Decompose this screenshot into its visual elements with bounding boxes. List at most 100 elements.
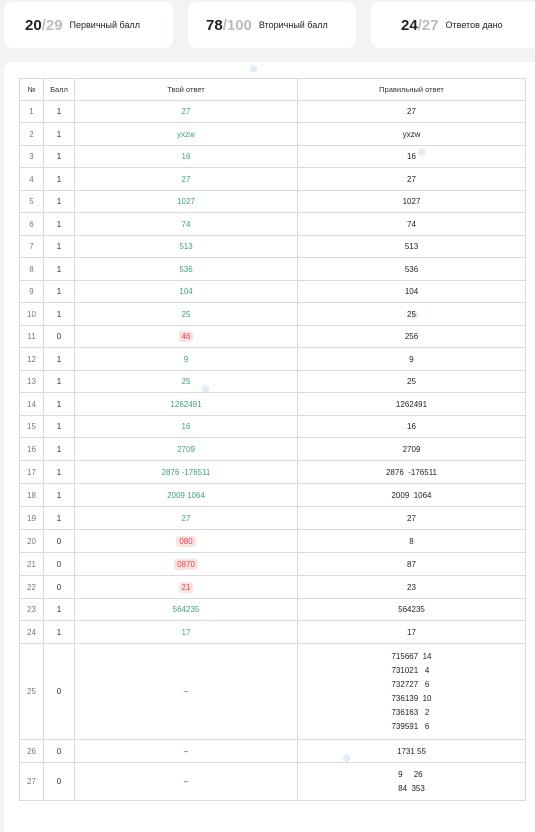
task-score: 1 — [43, 100, 75, 123]
correct-answer: 513 — [404, 242, 419, 251]
secondary-score-max: /100 — [222, 16, 252, 34]
secondary-score-label: Вторичный балл — [258, 20, 328, 30]
task-number: 27 — [19, 762, 44, 801]
task-number: 14 — [19, 392, 44, 416]
task-score: 0 — [43, 529, 75, 553]
table-row: 11 0 46 256 — [19, 325, 526, 348]
primary-score-max: /29 — [41, 16, 63, 34]
correct-answer-cell: 564235 — [297, 598, 526, 621]
correct-answer: 25 — [407, 377, 416, 386]
correct-answer-cell: 17 — [297, 620, 526, 644]
task-number: 4 — [19, 167, 44, 191]
task-score: 1 — [43, 437, 75, 461]
correct-answer-cell: 1731 55 — [297, 739, 526, 763]
task-score: 1 — [43, 392, 75, 416]
correct-answer-cell: 87 — [297, 552, 526, 576]
table-row: 9 1 104 104 — [19, 280, 526, 303]
task-number: 22 — [19, 575, 44, 599]
answers-given-max: /27 — [417, 16, 439, 34]
correct-answer-line: 84 353 — [398, 783, 425, 793]
correct-answer-cell: 1262491 — [297, 392, 526, 416]
task-number: 3 — [19, 145, 44, 168]
task-score: 1 — [43, 122, 75, 146]
your-answer: 16 — [181, 152, 191, 161]
table-row: 16 1 2709 2709 — [19, 437, 526, 461]
task-number: 18 — [19, 483, 44, 507]
table-row: 22 0 21 23 — [19, 575, 526, 599]
your-answer: 25 — [181, 309, 191, 319]
your-answer: 27 — [181, 513, 191, 523]
task-score: 1 — [43, 483, 75, 507]
your-answer-cell: 16 — [74, 145, 298, 168]
task-number: 24 — [19, 620, 44, 644]
your-answer-cell: 1262491 — [74, 392, 298, 416]
your-answer-cell: 27 — [74, 506, 298, 530]
task-number: 6 — [19, 212, 44, 236]
your-answer-cell: 21 — [74, 575, 298, 599]
your-answer: – — [183, 746, 189, 756]
table-row: 23 1 564235 564235 — [19, 598, 526, 621]
table-row: 8 1 536 536 — [19, 257, 526, 281]
table-row: 21 0 0870 87 — [19, 552, 526, 576]
your-answer: 2876 -176511 — [161, 467, 211, 477]
primary-score-card: 20/29 Первичный балл — [4, 2, 173, 48]
task-number: 23 — [19, 598, 44, 621]
correct-answer: 2709 — [402, 444, 421, 454]
header-score: Балл — [43, 78, 75, 101]
task-score: 1 — [43, 302, 75, 326]
your-answer-cell: 2709 — [74, 437, 298, 461]
your-answer-cell: 2009 1064 — [74, 483, 298, 507]
table-row: 12 1 9 9 — [19, 347, 526, 371]
task-score: 1 — [43, 347, 75, 371]
results-table: № Балл Твой ответ Правильный ответ 1 1 27 2… — [19, 78, 526, 801]
answers-given-label: Ответов дано — [445, 20, 503, 30]
your-answer-cell: 27 — [74, 100, 298, 123]
your-answer-cell: 25 — [74, 370, 298, 393]
your-answer: 46 — [178, 331, 194, 342]
correct-answer-line: 736163 2 — [391, 707, 430, 717]
correct-answer-cell: 16 — [297, 145, 526, 168]
correct-answer: 8 — [409, 536, 414, 546]
correct-answer: 74 — [407, 219, 416, 229]
your-answer: 104 — [179, 287, 193, 296]
your-answer: 21 — [178, 581, 194, 593]
correct-answer-cell: 256 — [297, 325, 526, 348]
your-answer: 080 — [176, 535, 196, 547]
secondary-score-card: 78/100 Вторичный балл — [188, 2, 356, 48]
task-score: 1 — [43, 145, 75, 168]
table-row: 7 1 513 513 — [19, 235, 526, 258]
table-row: 24 1 17 17 — [19, 620, 526, 644]
correct-answer: 23 — [407, 582, 416, 592]
task-score: 0 — [43, 739, 75, 763]
your-answer-cell: – — [74, 643, 298, 740]
task-number: 15 — [19, 415, 44, 438]
table-row: 5 1 1027 1027 — [19, 190, 526, 213]
correct-answer: 27 — [407, 174, 416, 184]
correct-answer: 256 — [404, 332, 419, 341]
task-number: 19 — [19, 506, 44, 530]
task-number: 9 — [19, 280, 44, 303]
task-score: 1 — [43, 415, 75, 438]
your-answer-cell: 513 — [74, 235, 298, 258]
task-number: 21 — [19, 552, 44, 576]
correct-answer: 1262491 — [395, 399, 428, 409]
table-row: 1 1 27 27 — [19, 100, 526, 123]
correct-answer: 27 — [407, 513, 416, 523]
task-number: 20 — [19, 529, 44, 553]
table-row: 18 1 2009 1064 2009 1064 — [19, 483, 526, 507]
task-score: 1 — [43, 167, 75, 191]
table-row: 25 0 – 715667 14 731021 4 732727 6 736139 10 73… — [19, 643, 526, 740]
correct-answer: 87 — [407, 559, 416, 569]
correct-answer-cell: 25 — [297, 302, 526, 326]
correct-answer-cell: 8 — [297, 529, 526, 553]
correct-answer-cell: 715667 14 731021 4 732727 6 736139 10 736163… — [297, 643, 526, 740]
correct-answer-line: 715667 14 — [391, 651, 432, 661]
header-your-answer: Твой ответ — [74, 78, 298, 101]
correct-answer-cell: 74 — [297, 212, 526, 236]
task-number: 13 — [19, 370, 44, 393]
correct-answer: 104 — [404, 287, 419, 296]
table-row: 20 0 080 8 — [19, 529, 526, 553]
correct-answer-line: 736139 10 — [391, 693, 432, 703]
correct-answer: 1027 — [402, 197, 421, 206]
your-answer-cell: 9 — [74, 347, 298, 371]
